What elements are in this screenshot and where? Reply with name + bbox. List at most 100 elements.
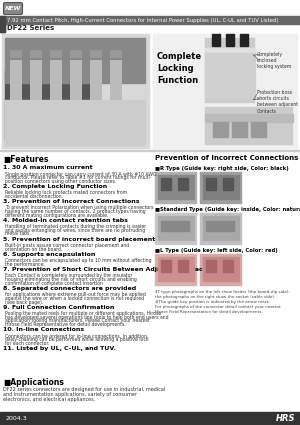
Bar bbox=[213, 122, 228, 137]
Text: 4. Molded-in contact retention tabs: 4. Molded-in contact retention tabs bbox=[3, 218, 128, 223]
Bar bbox=[240, 34, 248, 46]
Bar bbox=[110, 60, 122, 100]
Text: 9. Full Connection Confirmation: 9. Full Connection Confirmation bbox=[3, 305, 114, 309]
Bar bbox=[155, 254, 197, 286]
Bar bbox=[0, 16, 300, 24]
Bar bbox=[0, 412, 300, 425]
Text: confirmation of complete contact insertion: confirmation of complete contact inserti… bbox=[5, 280, 103, 286]
Text: 8. Separated connectors are provided: 8. Separated connectors are provided bbox=[3, 286, 136, 291]
Bar bbox=[10, 50, 22, 58]
Text: 6. Supports encapsulation: 6. Supports encapsulation bbox=[3, 252, 95, 257]
Bar bbox=[50, 60, 62, 100]
Bar bbox=[161, 178, 171, 190]
Text: 7. Prevention of Short Circuits Between Adjacent Contacts: 7. Prevention of Short Circuits Between … bbox=[3, 267, 209, 272]
Text: 1. 30 A maximum current: 1. 30 A maximum current bbox=[3, 165, 93, 170]
Text: Single position connector can carry current of 30 A with #10 AWG: Single position connector can carry curr… bbox=[5, 172, 157, 176]
Bar bbox=[223, 178, 233, 190]
Bar bbox=[232, 122, 247, 137]
Bar bbox=[30, 60, 42, 100]
Bar bbox=[212, 34, 220, 46]
Bar bbox=[2, 34, 150, 149]
Bar bbox=[5, 100, 145, 145]
Bar bbox=[70, 50, 82, 58]
Bar bbox=[205, 53, 255, 98]
Text: metal tabs.: metal tabs. bbox=[5, 232, 31, 236]
Text: (see back page).: (see back page). bbox=[5, 300, 44, 304]
Text: 2004.3: 2004.3 bbox=[5, 416, 27, 421]
Text: ■L Type (Guide key: left side, Color: red): ■L Type (Guide key: left side, Color: re… bbox=[155, 248, 278, 253]
Bar bbox=[251, 122, 266, 137]
Text: 7.92 mm Contact Pitch, High-Current Connectors for Internal Power Supplies (UL, : 7.92 mm Contact Pitch, High-Current Conn… bbox=[7, 17, 278, 23]
Text: NEW: NEW bbox=[5, 6, 21, 11]
Bar bbox=[5, 70, 95, 140]
Text: Pooling the mated reels for multiple or different applications, Hirose: Pooling the mated reels for multiple or … bbox=[5, 311, 161, 316]
Bar bbox=[90, 60, 102, 100]
Text: ■Features: ■Features bbox=[3, 155, 48, 164]
Bar bbox=[5, 38, 145, 83]
Text: Hirose Field Representative for detail developments.: Hirose Field Representative for detail d… bbox=[5, 322, 126, 327]
Text: Completely
enclosed
locking system: Completely enclosed locking system bbox=[257, 52, 291, 69]
Bar bbox=[205, 48, 255, 53]
Text: for applications where extreme pull-out force may be applied: for applications where extreme pull-out … bbox=[5, 292, 146, 298]
Text: for each connector.: for each connector. bbox=[5, 341, 50, 346]
Text: DF22 series connectors are designed for use in industrial, medical: DF22 series connectors are designed for … bbox=[3, 387, 165, 392]
Bar bbox=[110, 50, 122, 58]
Bar bbox=[50, 50, 62, 58]
Text: Reliable locking lock protects mated connectors from: Reliable locking lock protects mated con… bbox=[5, 190, 127, 196]
Bar bbox=[158, 175, 194, 199]
Text: Each Contact is completely surrounded by the insulator: Each Contact is completely surrounded by… bbox=[5, 274, 132, 278]
Bar bbox=[155, 213, 197, 245]
Bar bbox=[30, 50, 42, 58]
Text: conductor. Please refer to Table #1 for current ratings for multi-: conductor. Please refer to Table #1 for … bbox=[5, 175, 152, 180]
Text: Connectors can be ordered for in-line connections. In addition,: Connectors can be ordered for in-line co… bbox=[5, 334, 148, 338]
Text: position connectors using other conductor sizes.: position connectors using other conducto… bbox=[5, 178, 116, 184]
Bar bbox=[158, 257, 194, 281]
Bar bbox=[200, 172, 242, 204]
Text: electronics, and electrical appliances.: electronics, and electrical appliances. bbox=[3, 397, 95, 402]
Text: 3. Prevention of Incorrect Connections: 3. Prevention of Incorrect Connections bbox=[3, 199, 140, 204]
Text: and instrumentation applications, variety of consumer: and instrumentation applications, variet… bbox=[3, 392, 137, 397]
Text: Handling of terminated contacts during the crimping is easier: Handling of terminated contacts during t… bbox=[5, 224, 146, 230]
Bar bbox=[153, 34, 298, 149]
Text: HRS: HRS bbox=[275, 414, 295, 423]
Bar bbox=[0, 24, 5, 32]
FancyBboxPatch shape bbox=[4, 3, 22, 14]
Bar bbox=[203, 216, 239, 240]
Text: Protection boss
shorts circuits
between adjacent
Contacts: Protection boss shorts circuits between … bbox=[257, 90, 298, 113]
Bar bbox=[205, 38, 255, 103]
Bar bbox=[203, 257, 239, 281]
Bar bbox=[223, 260, 233, 272]
Text: and avoids entangling of wires, since there are no protruding: and avoids entangling of wires, since th… bbox=[5, 228, 145, 233]
Text: DF22 Series: DF22 Series bbox=[7, 25, 54, 31]
Text: has developed several operations line tools to help both end users and: has developed several operations line to… bbox=[5, 314, 169, 320]
Bar bbox=[90, 50, 102, 58]
Text: Connectors can be encapsulated up to 10 mm without affecting: Connectors can be encapsulated up to 10 … bbox=[5, 258, 152, 264]
Text: Prevention of Incorrect Connections: Prevention of Incorrect Connections bbox=[155, 155, 298, 161]
Bar bbox=[10, 60, 22, 100]
Text: To prevent incorrect Polarization when using multiple connectors: To prevent incorrect Polarization when u… bbox=[5, 206, 154, 210]
Text: housing eliminating the risk of short circuits and enabling: housing eliminating the risk of short ci… bbox=[5, 277, 137, 282]
Bar bbox=[158, 216, 194, 240]
Text: Complete
Locking
Function: Complete Locking Function bbox=[157, 52, 202, 85]
Bar bbox=[206, 178, 216, 190]
Bar bbox=[0, 16, 5, 32]
Bar bbox=[200, 254, 242, 286]
Text: ■Standard Type (Guide key: inside, Color: natural): ■Standard Type (Guide key: inside, Color… bbox=[155, 207, 300, 212]
Text: Built-in posts assure correct connector placement and: Built-in posts assure correct connector … bbox=[5, 243, 129, 248]
Bar bbox=[161, 221, 189, 231]
Text: 5. Prevention of incorrect board placement: 5. Prevention of incorrect board placeme… bbox=[3, 237, 155, 241]
Text: 10. In-line Connections: 10. In-line Connections bbox=[3, 327, 84, 332]
Text: application tooling manufacturers. Please Contact your nearest: application tooling manufacturers. Pleas… bbox=[5, 318, 150, 323]
Text: the performance.: the performance. bbox=[5, 262, 45, 267]
Bar bbox=[203, 175, 239, 199]
Text: different mating configurations are available.: different mating configurations are avai… bbox=[5, 212, 109, 218]
Text: daisy-chaining can be performed while allowing a positive lock: daisy-chaining can be performed while al… bbox=[5, 337, 148, 342]
Text: ■Applications: ■Applications bbox=[3, 378, 64, 387]
Bar bbox=[206, 260, 216, 272]
Text: 4T type photographs on the left show feeder (the board-dip side),
the photograph: 4T type photographs on the left show fee… bbox=[155, 290, 290, 314]
Bar bbox=[161, 260, 171, 272]
Bar bbox=[155, 172, 197, 204]
Text: accidental disconnection.: accidental disconnection. bbox=[5, 194, 63, 199]
Bar bbox=[200, 213, 242, 245]
Text: orientation on the board.: orientation on the board. bbox=[5, 246, 62, 252]
